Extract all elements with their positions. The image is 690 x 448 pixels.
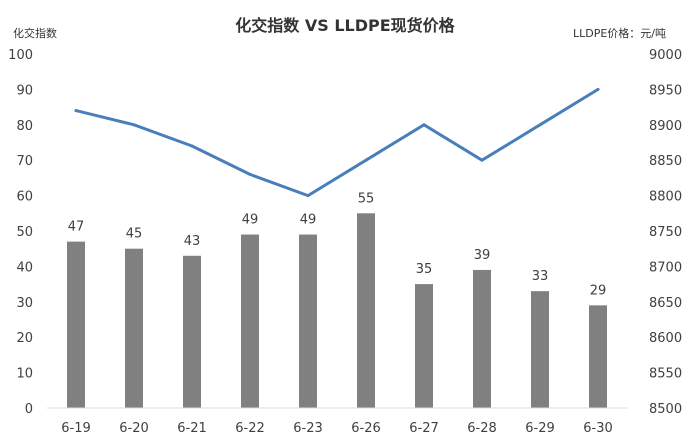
x-tick-label: 6-30 — [583, 421, 613, 436]
bar — [183, 255, 201, 408]
line-point — [538, 123, 542, 127]
bar-data-label: 49 — [300, 213, 317, 228]
bar-data-labels: 47 45 43 49 49 55 35 39 33 29 — [68, 191, 607, 298]
left-tick-label: 30 — [16, 296, 33, 311]
line-point — [74, 109, 78, 113]
right-tick-label: 8950 — [649, 83, 682, 98]
line-point — [422, 123, 426, 127]
bar-data-label: 35 — [416, 262, 433, 277]
left-tick-label: 20 — [16, 331, 33, 346]
right-tick-label: 8550 — [649, 367, 682, 382]
right-tick-label: 8500 — [649, 402, 682, 417]
right-tick-label: 8750 — [649, 225, 682, 240]
right-axis-ticks: 8500 8550 8600 8650 8700 8750 8800 8850 8900 8950… — [649, 48, 682, 417]
left-tick-label: 50 — [16, 225, 33, 240]
price-line — [74, 87, 600, 198]
bar — [67, 241, 85, 408]
bar-data-label: 39 — [474, 248, 491, 263]
left-tick-label: 80 — [16, 119, 33, 134]
bar-data-label: 29 — [590, 283, 607, 298]
right-tick-label: 9000 — [649, 48, 682, 63]
bar — [473, 269, 491, 408]
left-tick-label: 100 — [8, 48, 33, 63]
right-tick-label: 8800 — [649, 190, 682, 205]
line-point — [596, 87, 600, 91]
right-tick-label: 8700 — [649, 260, 682, 275]
bar — [415, 284, 433, 408]
left-tick-label: 90 — [16, 83, 33, 98]
right-tick-label: 8600 — [649, 331, 682, 346]
x-tick-label: 6-28 — [467, 421, 497, 436]
right-tick-label: 8850 — [649, 154, 682, 169]
x-axis-labels: 6-19 6-20 6-21 6-22 6-23 6-26 6-27 6-28 6-29 6-30 — [61, 421, 613, 436]
bar-data-label: 49 — [242, 213, 259, 228]
right-tick-label: 8900 — [649, 119, 682, 134]
chart-title: 化交指数 VS LLDPE现货价格 — [235, 16, 455, 35]
left-axis-label: 化交指数 — [13, 26, 57, 40]
x-tick-label: 6-19 — [61, 421, 91, 436]
x-tick-label: 6-21 — [177, 421, 207, 436]
right-axis-label: LLDPE价格：元/吨 — [573, 26, 666, 40]
x-tick-label: 6-23 — [293, 421, 323, 436]
left-tick-label: 70 — [16, 154, 33, 169]
bar — [299, 234, 317, 408]
line-point — [364, 158, 368, 162]
bar — [125, 248, 143, 408]
line-point — [306, 194, 310, 198]
x-tick-label: 6-20 — [119, 421, 149, 436]
bar-data-label: 47 — [68, 220, 85, 235]
bar-data-label: 33 — [532, 269, 549, 284]
x-tick-label: 6-27 — [409, 421, 439, 436]
bar — [531, 291, 549, 408]
left-tick-label: 0 — [25, 402, 33, 417]
bar — [357, 213, 375, 408]
line-point — [248, 172, 252, 176]
bar-series — [67, 213, 607, 408]
left-tick-label: 10 — [16, 367, 33, 382]
bar-data-label: 43 — [184, 234, 201, 249]
bar — [241, 234, 259, 408]
x-tick-label: 6-29 — [525, 421, 555, 436]
line-point — [190, 144, 194, 148]
line-point — [132, 123, 136, 127]
right-tick-label: 8650 — [649, 296, 682, 311]
x-tick-label: 6-22 — [235, 421, 265, 436]
left-tick-label: 60 — [16, 190, 33, 205]
bar-data-label: 45 — [126, 227, 143, 242]
left-axis-ticks: 0 10 20 30 40 50 60 70 80 90 100 — [8, 48, 33, 417]
left-tick-label: 40 — [16, 260, 33, 275]
x-tick-label: 6-26 — [351, 421, 381, 436]
line-point — [480, 158, 484, 162]
line-series — [74, 87, 600, 198]
bar — [589, 305, 607, 408]
bar-data-label: 55 — [358, 191, 375, 206]
